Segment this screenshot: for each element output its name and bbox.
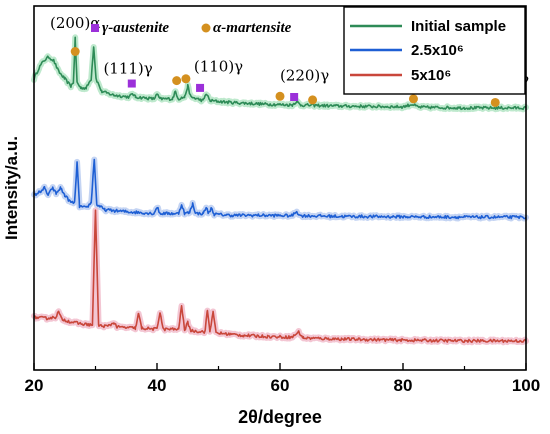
series-band-2 <box>31 207 529 346</box>
x-axis-label: 2θ/degree <box>238 407 322 427</box>
phase-legend-square-marker <box>91 24 99 32</box>
series-line-2 <box>33 209 527 344</box>
x-tick-label-20: 20 <box>25 376 44 395</box>
legend-label-2p5e6: 2.5x10⁶ <box>411 42 464 59</box>
y-axis-label: Intensity/a.u. <box>2 136 21 240</box>
phase-legend-martensite-label: α-martensite <box>213 20 292 36</box>
peak-label-2: (110)γ <box>194 58 243 76</box>
martensite-marker-0 <box>70 47 80 56</box>
martensite-marker-7 <box>308 95 318 105</box>
phase-markers <box>70 47 500 107</box>
martensite-marker-8 <box>408 94 418 104</box>
phase-legend-austenite-label: γ-austenite <box>102 20 169 36</box>
austenite-marker-6 <box>290 93 299 101</box>
peak-label-1: (111)γ <box>103 59 152 77</box>
series-line-0 <box>33 36 527 111</box>
series-lines <box>33 36 527 344</box>
x-tick-label-100: 100 <box>512 376 540 395</box>
martensite-marker-9 <box>490 97 500 107</box>
legend-label-initial: Initial sample <box>411 18 506 35</box>
x-tick-label-80: 80 <box>394 376 413 395</box>
phase-legend-circle-marker <box>201 23 211 33</box>
martensite-marker-3 <box>181 74 191 84</box>
martensite-marker-5 <box>275 91 285 101</box>
martensite-marker-2 <box>172 76 182 86</box>
legend-label-5e6: 5x10⁶ <box>411 67 451 84</box>
peak-label-3: (220)γ <box>280 67 329 85</box>
austenite-marker-1 <box>127 79 136 88</box>
x-axis-ticks: 20 40 60 80 100 <box>25 363 540 395</box>
x-tick-label-40: 40 <box>148 376 167 395</box>
x-tick-label-60: 60 <box>271 376 290 395</box>
series-legend: Initial sample 2.5x10⁶ 5x10⁶ <box>343 6 526 95</box>
peak-label-0: (200)α <box>50 14 100 32</box>
phase-legend: γ-austenite α-martensite <box>91 20 292 36</box>
austenite-marker-4 <box>196 83 205 92</box>
series-line-1 <box>33 158 527 220</box>
